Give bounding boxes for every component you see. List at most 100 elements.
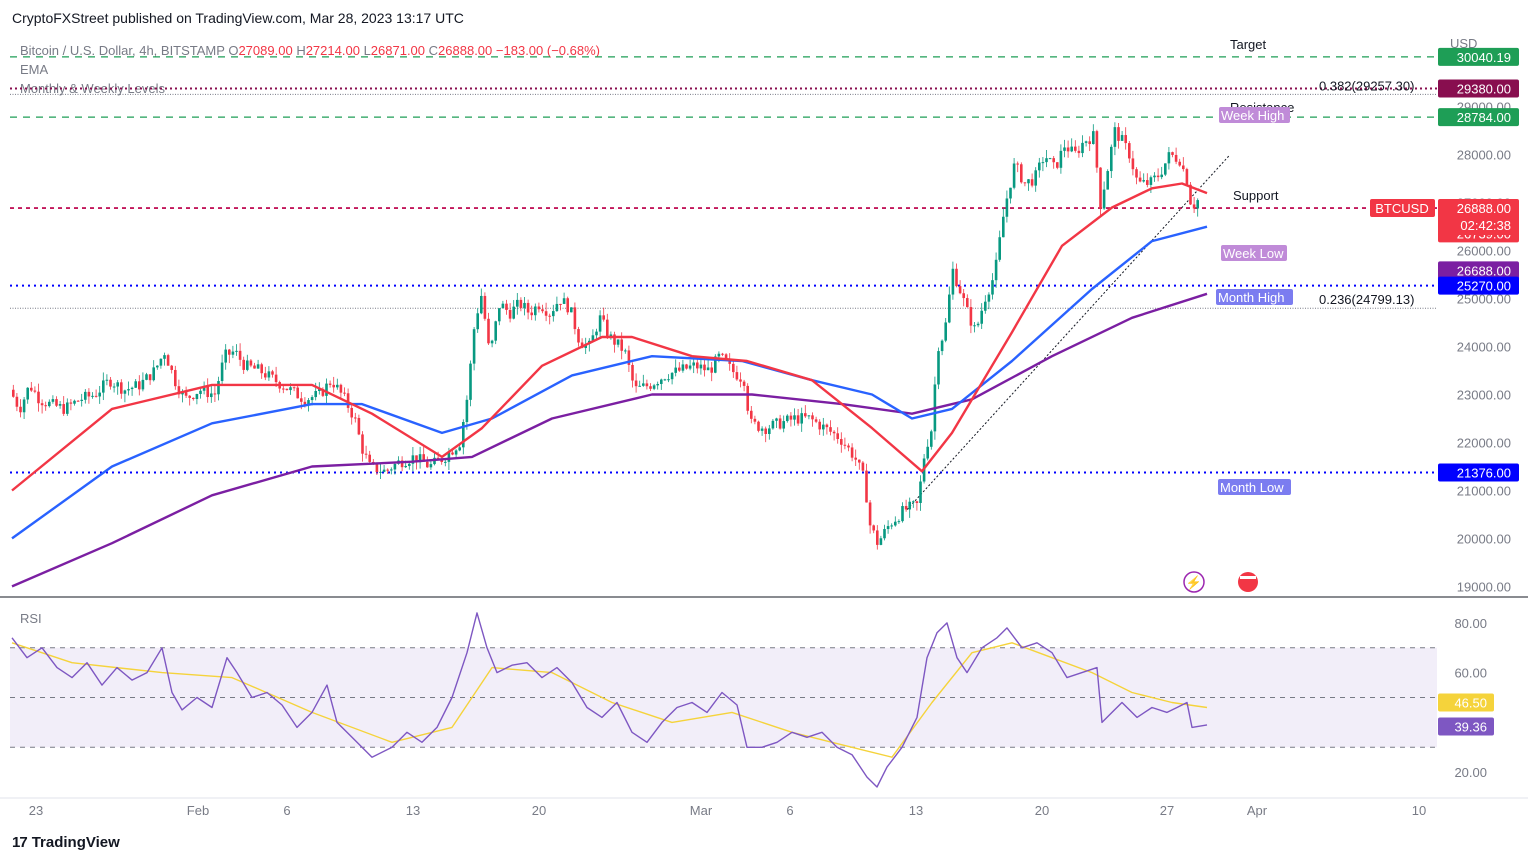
support-label: Support (1233, 188, 1279, 203)
candle-body (530, 312, 533, 316)
currency-label[interactable]: USD (1450, 36, 1478, 51)
symbol-tag-bg (1370, 199, 1435, 218)
candle-body (699, 364, 703, 369)
candle-body (811, 415, 814, 420)
tradingview-brand: TradingView (31, 834, 120, 851)
candle-body (793, 415, 796, 420)
candle-body (357, 417, 361, 435)
candle-body (645, 383, 649, 387)
candle-body (624, 350, 627, 352)
legend-low-label: L (363, 43, 371, 58)
candle-body (386, 469, 389, 471)
candle-body (519, 299, 523, 308)
candle-body (840, 439, 843, 445)
time-tick-1: Feb (187, 803, 209, 818)
candle-body (1081, 142, 1084, 154)
candle-body (217, 381, 220, 395)
price-tick-6: 25000.00 (1457, 292, 1511, 307)
candle-body (487, 318, 490, 344)
candle-body (1138, 177, 1142, 182)
candle-body (634, 380, 638, 387)
candle-body (1070, 146, 1073, 152)
last-price-tag-bg (1438, 199, 1519, 236)
candle-body (696, 362, 699, 369)
candle-body (285, 388, 289, 391)
candle-body (105, 379, 109, 381)
price-tag-week-high: 29380.00 (1457, 82, 1511, 97)
candle-body (829, 427, 832, 432)
candle-body (1088, 141, 1091, 145)
candle-body (526, 302, 530, 313)
candle-body (1142, 180, 1145, 182)
rsi-ma-line (11, 642, 1208, 758)
candle-body (1034, 170, 1037, 186)
candle-body (868, 502, 872, 526)
candle-body (717, 353, 721, 357)
candle-body (249, 360, 253, 366)
price-tick-4: 23000.00 (1457, 388, 1511, 403)
candle-body (238, 350, 242, 360)
rsi-value-tag: 39.36 (1454, 719, 1487, 734)
candle-body (930, 431, 933, 447)
candle-body (652, 385, 656, 389)
candle-body (998, 237, 1001, 260)
time-tick-4: 20 (532, 803, 546, 818)
candle-body (415, 455, 418, 463)
legend-close-value: 26888.00 (438, 43, 493, 58)
candle-body (1027, 179, 1030, 184)
candle-body (166, 355, 170, 366)
price-tick-0: 19000.00 (1457, 579, 1511, 594)
candle-body (984, 301, 987, 311)
candle-body (1023, 182, 1027, 184)
candle-body (627, 350, 631, 365)
candle-body (1171, 152, 1174, 155)
candle-body (1092, 131, 1095, 145)
candle-body (48, 401, 51, 407)
candle-body (577, 329, 580, 343)
candle-body (1192, 204, 1196, 209)
candle-body (566, 298, 569, 313)
candle-body (375, 462, 379, 472)
candle-body (1074, 146, 1077, 151)
candle-body (170, 365, 173, 370)
candle-body (1095, 131, 1099, 168)
candle-body (206, 386, 209, 398)
candle-body (850, 447, 854, 458)
candle-body (159, 358, 163, 366)
legend-change: −183.00 (−0.68%) (495, 43, 600, 58)
candle-body (1016, 163, 1019, 165)
candle-body (1131, 158, 1135, 170)
candle-body (177, 386, 181, 395)
legend-symbol[interactable]: Bitcoin / U.S. Dollar, 4h, BITSTAMP (20, 43, 225, 58)
price-tag-resistance: 28784.00 (1457, 110, 1511, 125)
candle-body (314, 390, 317, 398)
candle-body (490, 340, 494, 344)
candle-body (663, 379, 667, 381)
candle-body (782, 421, 785, 429)
legend-ema[interactable]: EMA (20, 62, 49, 77)
candle-body (598, 315, 602, 332)
candle-body (246, 360, 249, 370)
month-low-label-bg (1218, 479, 1291, 495)
candle-body (321, 389, 325, 396)
rsi-legend[interactable]: RSI (20, 611, 42, 626)
candle-body (548, 315, 551, 317)
candle-body (271, 371, 274, 375)
tradingview-logo[interactable]: 17 TradingView (12, 834, 120, 851)
candle-body (1045, 158, 1048, 163)
legend-levels[interactable]: Monthly & Weekly Levels (20, 81, 165, 96)
candle-body (1164, 163, 1167, 175)
candle-body (1052, 158, 1055, 163)
candle-body (94, 395, 98, 397)
candle-body (706, 367, 710, 371)
candle-body (897, 521, 901, 523)
candle-body (361, 434, 364, 454)
candle-body (1077, 150, 1081, 154)
candle-body (796, 415, 800, 424)
candle-body (210, 393, 213, 398)
month-high-label: Month High (1218, 290, 1284, 305)
candle-body (1182, 165, 1185, 170)
time-tick-8: 20 (1035, 803, 1049, 818)
candle-body (30, 387, 33, 391)
